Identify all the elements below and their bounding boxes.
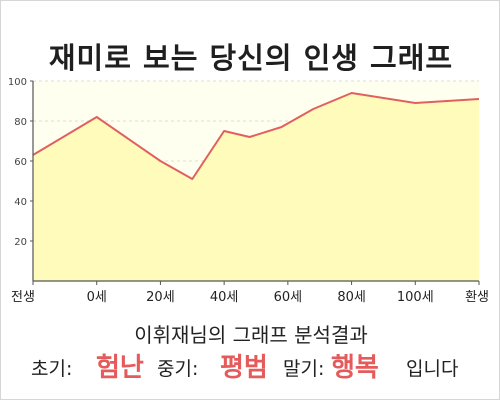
x-tick-label: 60세: [274, 290, 303, 305]
late-value: 행복: [331, 353, 379, 383]
life-area-fill: [33, 93, 479, 281]
axes: [32, 81, 479, 282]
x-axis-ticks: 전생 0세 20세 40세 60세 80세 100세 환생: [11, 281, 489, 305]
y-axis-ticks: 20 40 60 80 100: [8, 77, 33, 248]
early-label: 초기:: [31, 358, 73, 380]
page-title: 재미로 보는 당신의 인생 그래프: [48, 41, 454, 75]
life-line: [32, 92, 480, 180]
x-tick-label: 100세: [397, 290, 434, 305]
x-tick-label: 전생: [11, 290, 35, 305]
x-tick-label: 0세: [87, 290, 107, 305]
y-tick-label: 60: [14, 157, 27, 168]
middle-value: 평범: [220, 353, 268, 383]
analysis-result: 초기: 험난 중기: 평범 말기: 행복 입니다: [1, 347, 500, 383]
middle-label: 중기:: [157, 358, 199, 380]
analysis-title: 이휘재님의 그래프 분석결과: [134, 323, 368, 347]
analysis-ending: 입니다: [406, 358, 459, 380]
x-tick-label: 40세: [210, 290, 239, 305]
y-tick-label: 20: [14, 237, 27, 248]
late-label: 말기:: [283, 358, 325, 380]
x-tick-label: 80세: [337, 290, 366, 305]
x-tick-label: 20세: [146, 290, 175, 305]
y-tick-label: 80: [14, 117, 27, 128]
early-value: 험난: [96, 353, 144, 383]
y-tick-label: 40: [14, 197, 27, 208]
y-tick-label: 100: [8, 77, 27, 88]
x-tick-label: 환생: [465, 290, 489, 305]
